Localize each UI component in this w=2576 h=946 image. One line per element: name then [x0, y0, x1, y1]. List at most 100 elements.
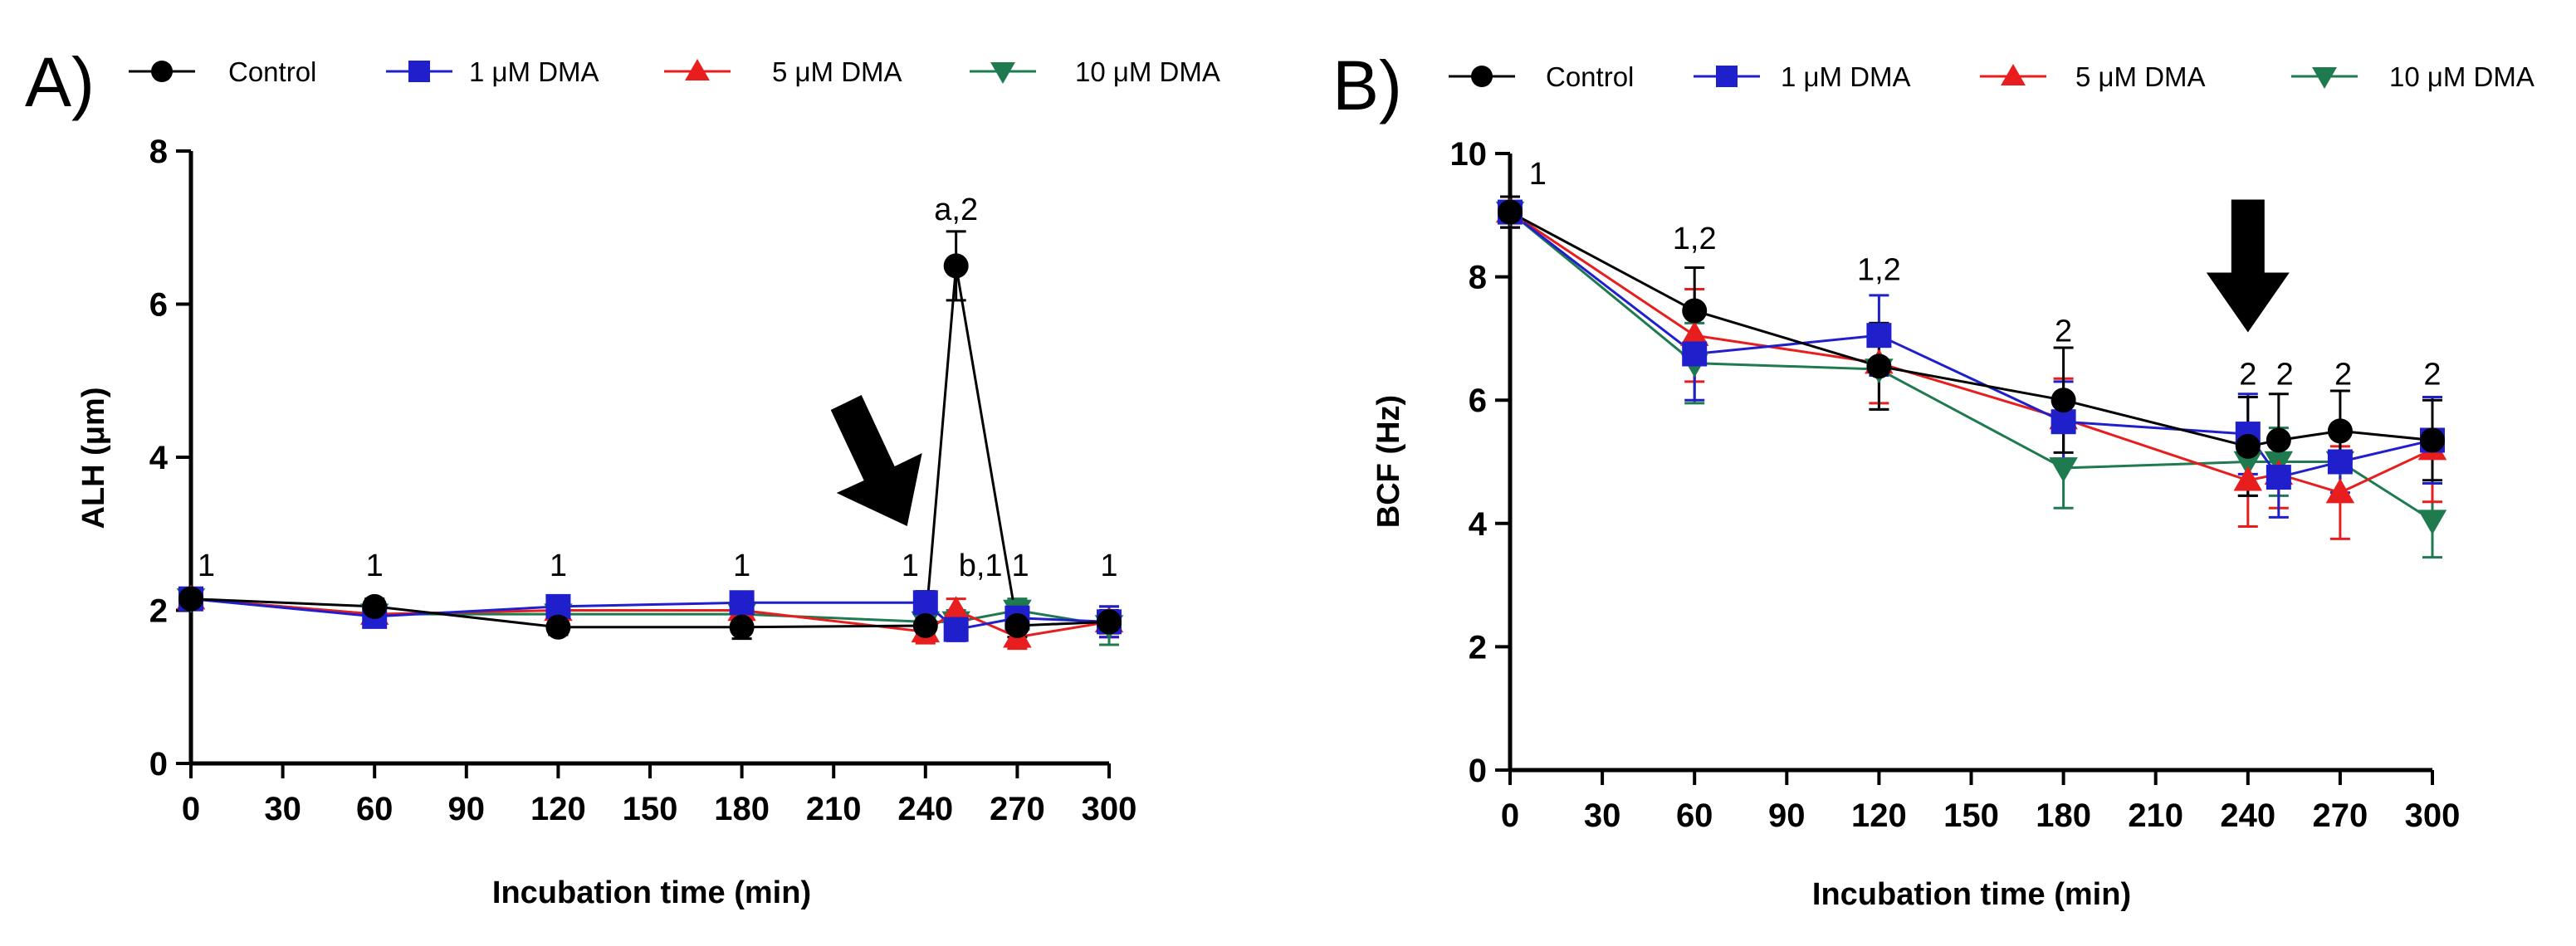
data-point	[729, 614, 755, 640]
legend-marker	[1716, 66, 1738, 87]
data-point	[178, 586, 203, 612]
data-point	[1866, 354, 1892, 379]
data-point	[2266, 427, 2291, 453]
x-tick-label: 0	[182, 791, 200, 827]
data-point	[2266, 465, 2291, 490]
panel-a-letter: A)	[25, 43, 95, 121]
data-point	[912, 612, 938, 638]
panel-b-chart: 0 30 60 90 120 150 180 210 240 270 300 0 2 4 6 8 10 1 1,2 1…	[1450, 136, 2461, 834]
data-point	[2420, 427, 2445, 453]
legend-label: 10 μM DMA	[1075, 56, 1220, 87]
panel-a: A) Control 1 μM DMA 5 μM DMA 10 μM DMA 0 30 6…	[25, 43, 1220, 910]
y-tick-label: 6	[1469, 383, 1487, 419]
x-tick-label: 120	[530, 791, 586, 827]
data-point	[2051, 388, 2076, 413]
legend-marker	[685, 59, 710, 81]
x-tick-label: 300	[2405, 797, 2461, 834]
significance-label: 1,2	[1857, 252, 1901, 287]
legend-item: 1 μM DMA	[386, 56, 599, 87]
arrow-icon	[2206, 199, 2290, 333]
x-tick-label: 240	[897, 791, 953, 827]
data-point	[1682, 298, 1708, 324]
x-tick-label: 210	[806, 791, 862, 827]
data-point	[2049, 457, 2078, 483]
legend-marker	[1471, 66, 1493, 87]
legend-item: Control	[129, 56, 316, 87]
data-point	[1097, 609, 1122, 635]
y-tick-label: 0	[149, 746, 168, 783]
significance-label: 1	[198, 549, 215, 583]
data-point	[729, 590, 755, 616]
data-point	[2325, 478, 2355, 504]
legend-marker	[151, 61, 173, 82]
panel-a-legend: Control 1 μM DMA 5 μM DMA 10 μM DMA	[129, 56, 1220, 87]
series-line	[1509, 211, 2433, 448]
data-point	[2327, 449, 2353, 475]
legend-label: Control	[228, 56, 316, 87]
significance-label: b,1	[959, 549, 1003, 583]
legend-marker	[2001, 64, 2026, 86]
panel-b: B) Control 1 μM DMA 5 μM DMA 10 μM DMA 0 30 6…	[1332, 46, 2534, 912]
significance-label: 2	[2055, 315, 2072, 349]
y-tick-label: 8	[1469, 260, 1487, 296]
series-line	[190, 266, 1110, 629]
data-point	[943, 253, 969, 279]
significance-label: 1	[1529, 157, 1547, 192]
x-tick-label: 90	[1768, 797, 1806, 834]
significance-label: 2	[2334, 358, 2352, 393]
y-tick-label: 2	[1469, 629, 1487, 666]
significance-label: 2	[2276, 358, 2294, 393]
y-tick-label: 4	[149, 440, 169, 476]
x-tick-label: 30	[1584, 797, 1621, 834]
panel-b-letter: B)	[1332, 46, 1402, 124]
panel-a-y-axis-title: ALH (μm)	[76, 388, 111, 529]
data-point	[1004, 612, 1030, 638]
legend-label: 1 μM DMA	[469, 56, 599, 87]
series-line	[1509, 211, 2433, 495]
x-tick-label: 300	[1082, 791, 1137, 827]
legend-item: 10 μM DMA	[970, 56, 1220, 87]
x-tick-label: 180	[2036, 797, 2091, 834]
x-tick-label: 30	[264, 791, 301, 827]
data-point	[2235, 433, 2261, 459]
data-point	[2051, 409, 2076, 435]
legend-marker	[990, 61, 1015, 84]
significance-label: 1	[366, 549, 384, 583]
legend-label: Control	[1546, 61, 1634, 92]
arrow-icon	[830, 395, 922, 527]
x-tick-label: 150	[1943, 797, 1999, 834]
significance-label: 2	[2239, 358, 2256, 393]
panel-a-chart: 0 30 60 90 120 150 180 210 240 270 300 0 2 4 6 8 1 1 1 1 1 a,…	[149, 134, 1137, 827]
y-tick-label: 6	[149, 287, 168, 324]
legend-label: 10 μM DMA	[2389, 61, 2534, 92]
data-point	[943, 617, 969, 642]
x-tick-label: 90	[448, 791, 486, 827]
x-tick-label: 270	[990, 791, 1045, 827]
x-tick-label: 210	[2128, 797, 2183, 834]
significance-label: 1	[550, 549, 567, 583]
x-tick-label: 0	[1501, 797, 1519, 834]
data-point	[1498, 199, 1523, 225]
x-tick-label: 120	[1851, 797, 1907, 834]
data-point	[1679, 320, 1709, 346]
data-point	[362, 593, 388, 619]
panel-b-x-axis-title: Incubation time (min)	[1812, 877, 2131, 912]
panel-b-legend: Control 1 μM DMA 5 μM DMA 10 μM DMA	[1449, 61, 2534, 92]
data-point	[1682, 341, 1708, 367]
significance-label: a,2	[934, 193, 978, 227]
legend-item: 5 μM DMA	[664, 56, 902, 87]
data-point	[1866, 323, 1892, 349]
significance-label: 1	[1100, 549, 1117, 583]
legend-label: 5 μM DMA	[772, 56, 902, 87]
legend-label: 1 μM DMA	[1781, 61, 1911, 92]
x-tick-label: 60	[356, 791, 393, 827]
y-tick-label: 2	[149, 593, 168, 630]
legend-item: 1 μM DMA	[1694, 61, 1911, 92]
legend-item: Control	[1449, 61, 1634, 92]
x-tick-label: 240	[2220, 797, 2275, 834]
data-point	[2233, 466, 2263, 491]
data-point	[2233, 451, 2263, 476]
legend-marker	[408, 61, 430, 82]
legend-label: 5 μM DMA	[2075, 61, 2206, 92]
